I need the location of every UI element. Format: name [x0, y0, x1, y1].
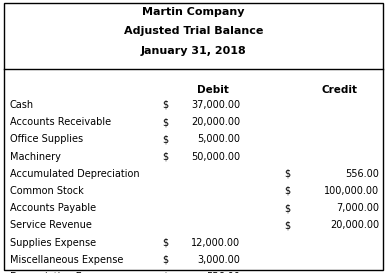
Text: $: $ [284, 203, 291, 213]
Text: 100,000.00: 100,000.00 [324, 186, 379, 196]
Text: Adjusted Trial Balance: Adjusted Trial Balance [124, 26, 263, 37]
Text: Miscellaneous Expense: Miscellaneous Expense [10, 255, 123, 265]
Text: Cash: Cash [10, 100, 34, 110]
Text: Depreciation Expense: Depreciation Expense [10, 272, 117, 273]
Text: Accumulated Depreciation: Accumulated Depreciation [10, 169, 139, 179]
Text: $: $ [163, 152, 169, 162]
Text: $: $ [284, 220, 291, 230]
Text: 556.00: 556.00 [206, 272, 240, 273]
Text: $: $ [163, 117, 169, 127]
Text: 50,000.00: 50,000.00 [191, 152, 240, 162]
Text: Office Supplies: Office Supplies [10, 134, 83, 144]
Text: $: $ [284, 169, 291, 179]
Text: $: $ [163, 255, 169, 265]
Text: $: $ [163, 272, 169, 273]
Text: $: $ [163, 238, 169, 248]
Text: Accounts Receivable: Accounts Receivable [10, 117, 111, 127]
Text: 5,000.00: 5,000.00 [197, 134, 240, 144]
Text: January 31, 2018: January 31, 2018 [140, 46, 247, 56]
Text: 556.00: 556.00 [345, 169, 379, 179]
Text: 7,000.00: 7,000.00 [336, 203, 379, 213]
Text: 20,000.00: 20,000.00 [330, 220, 379, 230]
Text: Debit: Debit [197, 85, 229, 95]
Text: $: $ [163, 134, 169, 144]
Text: Common Stock: Common Stock [10, 186, 84, 196]
Text: 3,000.00: 3,000.00 [197, 255, 240, 265]
Text: Supplies Expense: Supplies Expense [10, 238, 96, 248]
Text: Accounts Payable: Accounts Payable [10, 203, 96, 213]
Text: 12,000.00: 12,000.00 [191, 238, 240, 248]
FancyBboxPatch shape [4, 3, 383, 270]
Text: Service Revenue: Service Revenue [10, 220, 92, 230]
Text: 20,000.00: 20,000.00 [191, 117, 240, 127]
Text: Martin Company: Martin Company [142, 7, 245, 17]
Text: Credit: Credit [322, 85, 358, 95]
Text: 37,000.00: 37,000.00 [191, 100, 240, 110]
Text: Machinery: Machinery [10, 152, 60, 162]
Text: $: $ [163, 100, 169, 110]
Text: $: $ [284, 186, 291, 196]
